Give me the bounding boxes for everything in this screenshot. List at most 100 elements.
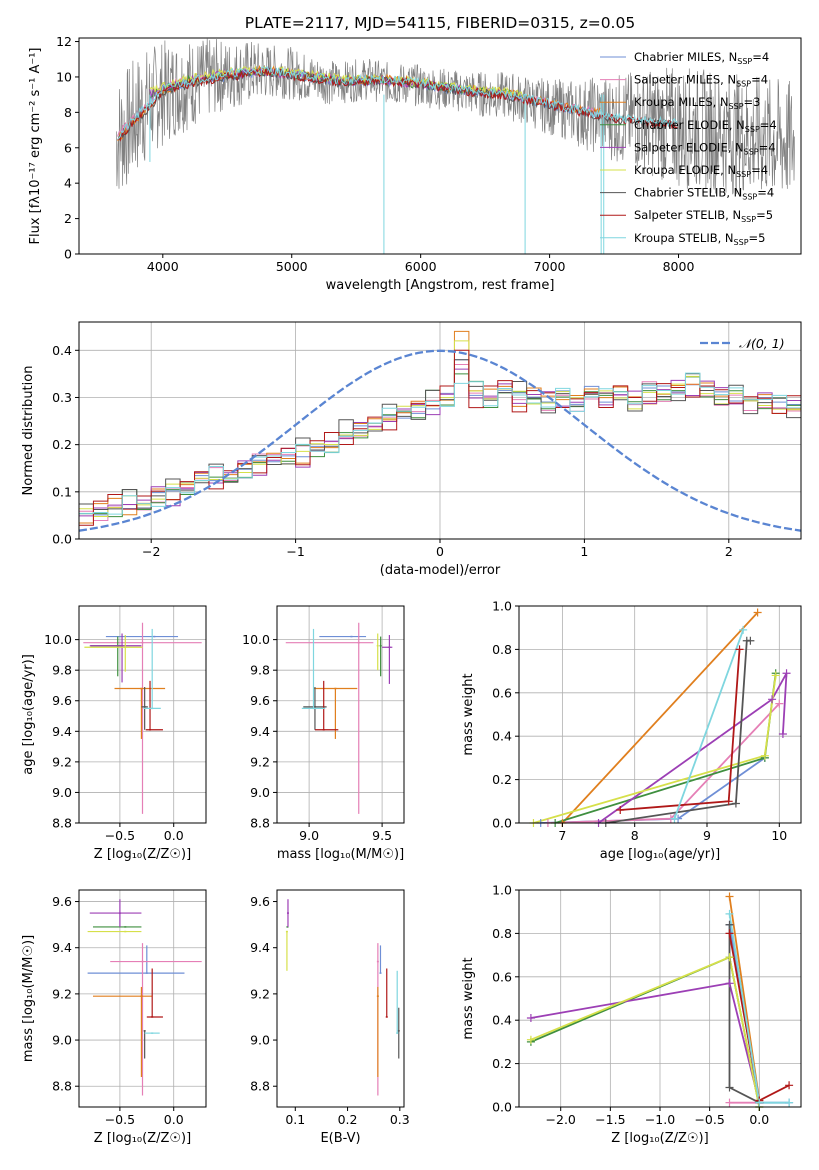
y-tick-label: 0.1 [52, 484, 72, 499]
legend-entry: Kroupa STELIB, NSSP=5 [634, 231, 765, 247]
x-axis-label: age [log₁₀(age/yr)] [600, 847, 721, 862]
x-axis-label: Z [log₁₀(Z/Z☉)] [94, 847, 191, 862]
plus-marker [725, 979, 734, 988]
x-tick-label: −1.0 [645, 1112, 675, 1127]
y-tick-label: 9.2 [250, 986, 270, 1001]
errorbar-point [314, 680, 339, 731]
x-tick-label: 9.5 [372, 828, 392, 843]
legend-entry: 𝒩(0, 1) [739, 336, 785, 351]
x-tick-label: −2 [142, 544, 160, 559]
y-tick-label: 8.8 [250, 816, 270, 831]
y-tick-label: 6 [64, 140, 72, 155]
y-tick-label: 4 [64, 176, 72, 191]
series-line-salpeter-elodie [597, 672, 788, 823]
y-tick-label: 9.8 [250, 663, 270, 678]
y-tick-label: 9.4 [250, 940, 270, 955]
legend-entry: Salpeter STELIB, NSSP=5 [634, 208, 773, 224]
y-tick-label: 9.4 [250, 724, 270, 739]
y-tick-label: 2 [64, 211, 72, 226]
x-tick-label: 9 [703, 828, 711, 843]
y-tick-label: 8 [64, 105, 72, 120]
y-tick-label: 0.8 [492, 926, 512, 941]
x-tick-label: 4000 [147, 259, 179, 274]
plus-marker [725, 1083, 734, 1092]
y-tick-label: 9.0 [250, 1033, 270, 1048]
plot-area [87, 899, 202, 1096]
plus-marker [785, 1098, 794, 1107]
plus-marker [526, 1014, 535, 1023]
plot-area [79, 330, 801, 532]
y-tick-label: 0.0 [52, 532, 72, 547]
y-tick-label: 9.0 [250, 785, 270, 800]
errorbar-point [92, 986, 153, 1077]
y-axis-label: Normed distribution [21, 366, 36, 496]
x-tick-label: 0.2 [338, 1112, 358, 1127]
panel-mass_weight_vs_age: 7 8 9 10 0.0 0.2 0.4 0.6 0.8 1.0 age [log₁₀(age/yr… [461, 599, 802, 862]
x-axis-label: Z [log₁₀(Z/Z☉)] [611, 1131, 708, 1146]
y-tick-label: 0.3 [52, 390, 72, 405]
y-tick-label: 0.2 [492, 772, 512, 787]
series-line-salpeter-stelib [620, 649, 741, 811]
errorbar-point [379, 945, 382, 974]
figure-title: PLATE=2117, MJD=54115, FIBERID=0315, z=0… [245, 14, 635, 32]
plus-marker [746, 636, 755, 645]
y-tick-label: 0.0 [492, 816, 512, 831]
y-tick-label: 0.6 [492, 969, 512, 984]
panel-mass_vs_Z: −0.5 0.0 8.8 9.0 9.2 9.4 9.6 Z [log₁₀(Z/Z☉)] mas… [21, 889, 207, 1146]
y-tick-label: 1.0 [492, 599, 512, 614]
plus-marker [785, 1081, 794, 1090]
legend-entry: Salpeter ELODIE, NSSP=4 [634, 140, 776, 156]
x-tick-label: 7 [558, 828, 566, 843]
y-tick-label: 0.2 [492, 1056, 512, 1071]
y-tick-label: 9.8 [52, 663, 72, 678]
plus-marker [725, 953, 734, 962]
plus-marker [731, 799, 740, 808]
plus-marker [782, 669, 791, 678]
errorbar-point [382, 635, 393, 684]
errorbar-point [301, 628, 326, 710]
y-tick-label: 1.0 [492, 883, 512, 898]
x-tick-label: −1 [286, 544, 304, 559]
y-tick-label: 9.2 [250, 754, 270, 769]
panel-residuals: 𝒩(0, 1) −2 −1 0 1 2 0.0 0.1 0.2 0.3 0.4 (data-model… [21, 321, 802, 578]
panel-spectrum: Chabrier MILES, NSSP=4 Salpeter MILES, NS… [28, 34, 802, 293]
x-axis-label: E(B-V) [320, 1131, 360, 1146]
axes-frame [276, 889, 405, 1108]
legend-entry: Kroupa ELODIE, NSSP=4 [634, 163, 768, 179]
y-tick-label: 0.8 [492, 642, 512, 657]
plot-area [285, 622, 393, 814]
series-line-observed [116, 38, 795, 197]
y-tick-label: 9.6 [52, 894, 72, 909]
plus-marker [526, 1035, 535, 1044]
y-tick-label: 8.8 [250, 1079, 270, 1094]
y-tick-label: 0.4 [492, 729, 512, 744]
axes-frame [518, 605, 802, 824]
axes-frame [78, 37, 802, 255]
errorbar-point [143, 1030, 146, 1059]
y-tick-label: 9.6 [250, 693, 270, 708]
plus-marker [725, 929, 734, 938]
plus-marker [616, 805, 625, 814]
errorbar-point [376, 986, 379, 1077]
plus-marker [771, 671, 780, 680]
y-axis-label: mass weight [461, 957, 476, 1039]
errorbar-point [89, 899, 142, 927]
y-tick-label: 9.4 [52, 940, 72, 955]
y-tick-label: 9.0 [52, 1033, 72, 1048]
y-axis-label: Flux [fλ10⁻¹⁷ erg cm⁻² s⁻¹ A⁻¹] [28, 48, 43, 245]
plus-marker [724, 797, 733, 806]
x-tick-label: −2.0 [546, 1112, 576, 1127]
y-tick-label: 0.4 [492, 1013, 512, 1028]
plot-area [533, 611, 788, 823]
legend-entry: Chabrier MILES, NSSP=4 [634, 50, 769, 66]
y-tick-label: 8.8 [52, 1079, 72, 1094]
errorbar-point [110, 943, 202, 1096]
series-line-model [117, 66, 678, 140]
errorbar-point [146, 968, 163, 1018]
y-tick-label: 0 [64, 247, 72, 262]
y-tick-label: 9.0 [52, 785, 72, 800]
panel-mass_weight_vs_Z: −2.0 −1.5 −1.0 −0.5 0.0 0.0 0.2 0.4 0.6 0.8 1.0 Z [… [461, 883, 802, 1146]
errorbar-point [376, 633, 379, 671]
plus-marker [755, 1098, 764, 1107]
x-tick-label: 7000 [534, 259, 566, 274]
